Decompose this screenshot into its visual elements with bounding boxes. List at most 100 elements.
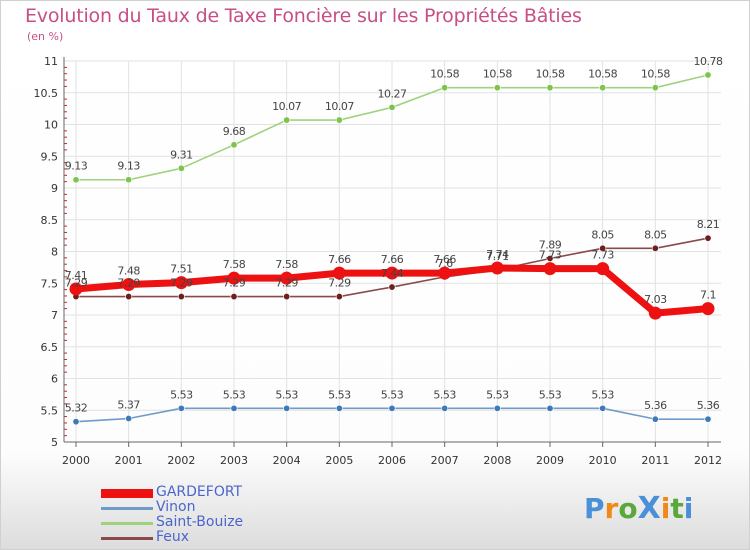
data-label-saint-bouize: 10.58: [536, 68, 565, 81]
data-label-gardefort: 7.58: [275, 258, 298, 271]
data-point-vinon: [599, 404, 607, 412]
data-label-feux: 7.29: [223, 277, 246, 290]
x-tick-label: 2008: [483, 454, 511, 467]
data-label-feux: 7.29: [275, 277, 298, 290]
data-point-gardefort: [701, 302, 715, 316]
data-label-gardefort: 7.1: [700, 289, 716, 302]
x-tick-label: 2010: [589, 454, 617, 467]
legend-label-gardefort: GARDEFORT: [156, 484, 243, 500]
data-point-feux: [283, 293, 291, 301]
proxiti-logo: ProXiti: [584, 491, 693, 526]
data-point-gardefort: [122, 278, 136, 292]
data-label-feux: 7.89: [539, 238, 562, 251]
data-label-feux: 8.05: [591, 228, 614, 241]
legend-label-saint-bouize: Saint-Bouize: [156, 514, 244, 530]
data-label-vinon: 5.53: [433, 388, 456, 401]
y-tick-label: 9: [51, 182, 58, 195]
data-point-vinon: [493, 404, 501, 412]
data-point-gardefort: [227, 271, 241, 285]
legend-swatch-gardefort: [101, 488, 153, 498]
logo-letter: o: [618, 492, 638, 525]
data-label-saint-bouize: 10.07: [272, 100, 301, 113]
data-label-gardefort: 7.51: [170, 263, 193, 276]
x-tick-label: 2007: [431, 454, 459, 467]
data-point-feux: [704, 234, 712, 242]
data-point-gardefort: [332, 266, 346, 280]
data-point-saint-bouize: [335, 116, 343, 124]
data-point-vinon: [72, 418, 80, 426]
y-tick-label: 5.5: [41, 404, 59, 417]
data-label-vinon: 5.53: [539, 388, 562, 401]
logo-letter: P: [584, 492, 605, 525]
chart-unit-label: (en %): [27, 30, 64, 43]
data-point-feux: [599, 244, 607, 252]
legend-swatch-feux: [101, 536, 153, 540]
data-point-vinon: [335, 404, 343, 412]
data-label-gardefort: 7.48: [117, 265, 140, 278]
data-label-vinon: 5.53: [170, 388, 193, 401]
data-label-saint-bouize: 9.13: [65, 160, 88, 173]
x-tick-label: 2002: [167, 454, 195, 467]
x-tick-label: 2009: [536, 454, 564, 467]
y-tick-label: 7.5: [41, 277, 59, 290]
data-label-saint-bouize: 9.13: [117, 160, 140, 173]
data-point-vinon: [388, 404, 396, 412]
x-tick-label: 2004: [273, 454, 301, 467]
data-label-saint-bouize: 10.07: [325, 100, 354, 113]
x-tick-label: 2005: [325, 454, 353, 467]
y-tick-label: 8.5: [41, 214, 59, 227]
data-label-saint-bouize: 9.68: [223, 125, 246, 138]
data-label-vinon: 5.53: [381, 388, 404, 401]
data-point-gardefort: [385, 266, 399, 280]
y-tick-label: 6.5: [41, 341, 59, 354]
x-tick-label: 2001: [115, 454, 143, 467]
data-point-vinon: [651, 415, 659, 423]
data-point-vinon: [177, 404, 185, 412]
data-label-saint-bouize: 9.31: [170, 148, 193, 161]
data-point-vinon: [546, 404, 554, 412]
data-point-saint-bouize: [546, 84, 554, 92]
data-label-feux: 8.21: [697, 218, 720, 231]
data-labels: 7.41 7.48 7.51 7.58 7.58 7.66 7.66 7.66 7.74 7.73…: [65, 55, 724, 415]
data-point-saint-bouize: [599, 84, 607, 92]
logo-letter: i: [660, 492, 671, 525]
data-label-gardefort: 7.58: [223, 258, 246, 271]
data-point-feux: [177, 293, 185, 301]
y-tick-label: 11: [44, 55, 58, 68]
data-point-gardefort: [280, 271, 294, 285]
data-label-gardefort: 7.66: [381, 253, 404, 266]
data-label-vinon: 5.36: [644, 399, 667, 412]
y-tick-label: 9.5: [41, 150, 59, 163]
data-label-vinon: 5.53: [275, 388, 298, 401]
chart-title: Evolution du Taux de Taxe Foncière sur l…: [25, 5, 582, 27]
x-tick-label: 2011: [641, 454, 669, 467]
data-label-gardefort: 7.73: [591, 249, 614, 262]
data-label-feux: 7.29: [65, 277, 88, 290]
logo-letter: t: [670, 492, 684, 525]
data-label-feux: 7.44: [381, 267, 404, 280]
data-label-feux: 7.6: [437, 257, 453, 270]
x-tick-label: 2012: [694, 454, 722, 467]
x-tick-label: 2003: [220, 454, 248, 467]
data-point-feux: [546, 254, 554, 262]
data-point-feux: [651, 244, 659, 252]
y-tick-label: 10.5: [34, 87, 59, 100]
data-point-vinon: [441, 404, 449, 412]
data-point-gardefort: [596, 262, 610, 276]
data-label-vinon: 5.53: [328, 388, 351, 401]
data-label-feux: 7.29: [170, 277, 193, 290]
data-label-saint-bouize: 10.58: [483, 68, 512, 81]
data-label-saint-bouize: 10.58: [588, 68, 617, 81]
data-label-feux: 8.05: [644, 228, 667, 241]
data-label-feux: 7.29: [328, 277, 351, 290]
data-point-saint-bouize: [283, 116, 291, 124]
data-label-saint-bouize: 10.78: [694, 55, 723, 68]
data-label-vinon: 5.53: [223, 388, 246, 401]
legend-label-vinon: Vinon: [156, 499, 196, 515]
data-point-gardefort: [648, 306, 662, 320]
data-label-vinon: 5.53: [486, 388, 509, 401]
grid: [64, 60, 721, 443]
x-tick-label: 2000: [62, 454, 90, 467]
data-point-vinon: [283, 404, 291, 412]
